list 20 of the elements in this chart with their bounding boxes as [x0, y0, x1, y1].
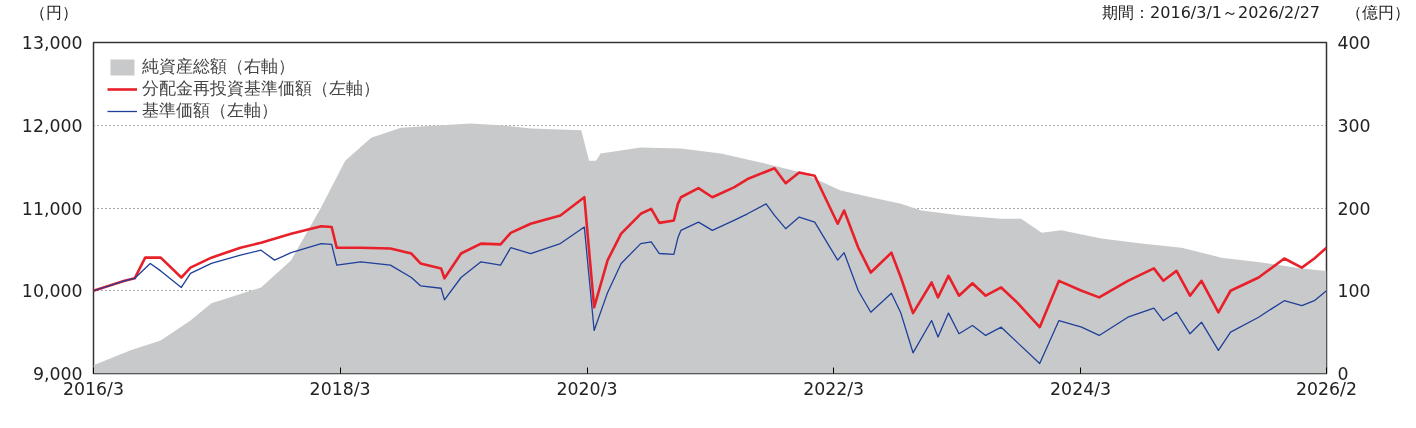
text: 期間：2016/3/1～2026/2/27 — [1102, 2, 1320, 24]
legend-label: 基準価額（左軸） — [142, 100, 278, 122]
legend-label: 純資産総額（右軸） — [142, 56, 295, 78]
x-tick-label: 2020/3 — [556, 378, 618, 399]
x-tick-label: 2022/3 — [803, 378, 865, 399]
y2-tick-label: 400 — [1337, 33, 1371, 53]
legend-label: 分配金再投資基準価額（左軸） — [142, 78, 380, 100]
y-axis-title: （円） — [30, 2, 78, 24]
x-tick-label: 2018/3 — [309, 378, 371, 399]
y2-tick-label: 100 — [1337, 281, 1371, 302]
y-tick-label: 13,000 — [21, 33, 83, 53]
x-tick-label: 2024/3 — [1050, 378, 1112, 399]
y2-tick-label: 300 — [1337, 115, 1371, 136]
y2-axis-title: （億円） — [1346, 2, 1410, 24]
line-series — [93, 166, 1327, 329]
line-series — [93, 203, 1327, 365]
y-tick-label: 10,000 — [21, 281, 83, 302]
y2-tick-label: 200 — [1337, 198, 1371, 219]
y-tick-label: 11,000 — [21, 198, 83, 219]
y-tick-label: 12,000 — [21, 115, 83, 136]
